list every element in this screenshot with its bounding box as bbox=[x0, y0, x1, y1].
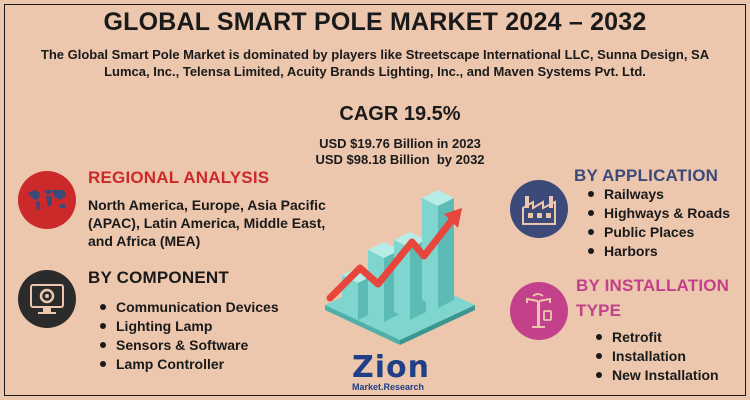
list-item: New Installation bbox=[594, 366, 719, 385]
list-item: Communication Devices bbox=[98, 298, 279, 317]
list-item-continuation: Installation bbox=[612, 348, 686, 364]
list-item: Highways & Roads bbox=[586, 204, 730, 223]
list-item: Sensors & Software bbox=[98, 336, 279, 355]
cagr-value: CAGR 19.5% bbox=[339, 103, 461, 125]
list-item: Lighting Lamp bbox=[98, 317, 279, 336]
list-item: Harbors bbox=[586, 242, 730, 261]
usd-values: USD $19.76 Billion in 2023 USD $98.18 Bi… bbox=[270, 136, 530, 168]
list-item: Lamp Controller bbox=[98, 355, 279, 374]
gear-monitor-icon bbox=[18, 270, 76, 328]
installation-list: Retrofit Installation New Installation bbox=[594, 328, 719, 385]
by-application-title: BY APPLICATION bbox=[574, 166, 719, 185]
installation-title-line2: TYPE bbox=[576, 301, 622, 320]
factory-icon bbox=[510, 180, 568, 238]
page-subtitle: The Global Smart Pole Market is dominate… bbox=[40, 47, 710, 79]
growth-chart-illustration bbox=[325, 190, 475, 345]
component-list: Communication Devices Lighting Lamp Sens… bbox=[98, 298, 279, 374]
regional-analysis-title: REGIONAL ANALYSIS bbox=[88, 168, 270, 187]
by-component-title: BY COMPONENT bbox=[88, 268, 229, 287]
smart-pole-icon bbox=[510, 282, 568, 340]
list-item: Installation bbox=[594, 347, 719, 366]
border-frame bbox=[4, 4, 746, 396]
zion-logo: Zion Market.Research bbox=[340, 350, 450, 394]
logo-sub-text: Market.Research bbox=[352, 382, 425, 392]
world-map-icon bbox=[18, 171, 76, 229]
regional-analysis-text: North America, Europe, Asia Pacific (APA… bbox=[88, 197, 326, 249]
usd-2023: USD $19.76 Billion in 2023 bbox=[319, 136, 481, 151]
installation-title-line1: BY INSTALLATION bbox=[576, 276, 730, 295]
list-item: Public Places bbox=[586, 223, 730, 242]
list-item: Railways bbox=[586, 185, 730, 204]
list-item: Retrofit bbox=[594, 328, 719, 347]
usd-2032: USD $98.18 Billion by 2032 bbox=[315, 152, 485, 167]
application-list: Railways Highways & Roads Public Places … bbox=[586, 185, 730, 261]
by-installation-title: BY INSTALLATION TYPE bbox=[576, 273, 729, 323]
page-title: GLOBAL SMART POLE MARKET 2024 – 2032 bbox=[103, 8, 647, 36]
logo-main-text: Zion bbox=[352, 350, 431, 385]
